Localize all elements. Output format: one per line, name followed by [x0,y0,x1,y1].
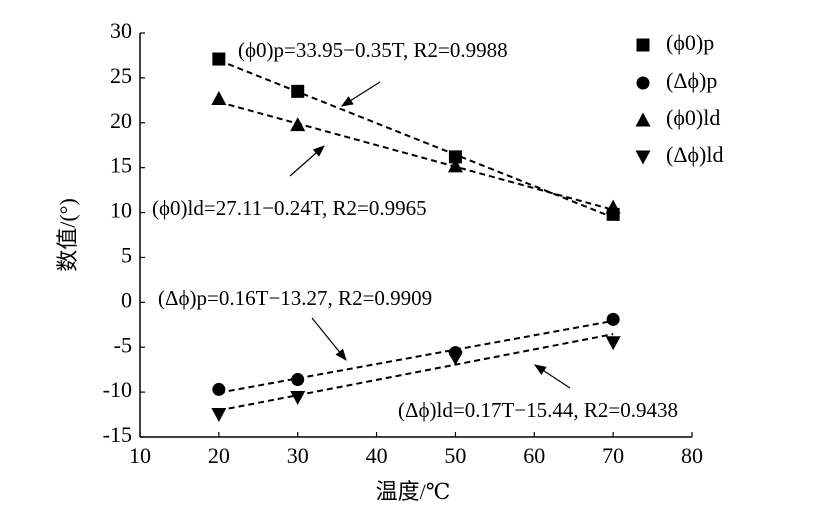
x-tick-label: 30 [287,443,309,468]
fit-annotation: (ϕ0)p=33.95−0.35T, R2=0.9988 [238,38,508,62]
marker [636,38,650,52]
y-tick-label: 15 [110,153,132,178]
marker [211,408,227,423]
fit-annotation: (ϕ0)ld=27.11−0.24T, R2=0.9965 [152,196,427,220]
x-tick-label: 60 [523,443,545,468]
y-tick-label: 25 [110,63,132,88]
legend-label: (Δϕ)ld [666,142,724,167]
y-tick-label: 30 [110,18,132,43]
marker [635,112,651,127]
y-tick-label: 0 [121,287,132,312]
marker [636,76,650,90]
legend-label: (Δϕ)p [666,68,717,93]
marker [605,336,621,351]
marker [447,158,463,173]
x-tick-label: 40 [366,443,388,468]
marker [290,117,306,132]
fit-annotation: (Δϕ)ld=0.17T−15.44, R2=0.9438 [398,398,678,422]
marker [291,84,305,98]
x-tick-label: 70 [602,443,624,468]
marker [211,91,227,106]
fit-line [218,101,614,211]
marker [212,382,226,396]
marker [448,150,462,164]
annotation-arrows [289,81,571,389]
x-tick-label: 50 [444,443,466,468]
marker [291,373,305,387]
y-tick-label: 10 [110,198,132,223]
fit-line [218,319,614,394]
y-tick-label: -15 [103,422,132,447]
fit-line [218,333,614,412]
marker [290,390,306,405]
y-tick-label: -5 [114,332,132,357]
x-tick-label: 10 [129,443,151,468]
fit-annotation: (Δϕ)p=0.16T−13.27, R2=0.9909 [158,286,432,310]
marker [212,52,226,66]
marker [606,312,620,326]
y-tick-label: 5 [121,242,132,267]
marker [605,199,621,214]
x-axis-label: 温度/℃ [376,479,451,504]
y-tick-label: -10 [103,377,132,402]
legend-label: (ϕ0)p [666,30,714,55]
arrow [311,317,347,361]
legend-label: (ϕ0)ld [666,105,720,130]
y-tick-label: 20 [110,108,132,133]
y-axis-label: 数值/(°) [55,198,80,272]
x-tick-label: 20 [208,443,230,468]
marker [447,351,463,366]
arrow [340,81,381,107]
arrow [533,364,571,389]
fit-line [218,59,614,219]
x-tick-label: 80 [681,443,703,468]
arrow [289,145,325,177]
marker [635,150,651,165]
